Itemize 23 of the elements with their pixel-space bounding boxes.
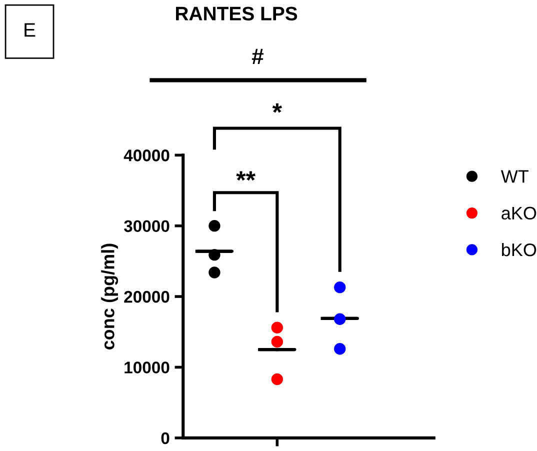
y-tick-label: 30000 xyxy=(124,220,170,232)
text: * xyxy=(272,103,282,113)
point xyxy=(271,373,284,386)
point xyxy=(334,281,346,294)
annotation: ** xyxy=(236,171,256,181)
legend-label: bKO xyxy=(502,242,536,256)
point xyxy=(271,322,284,334)
y-tick-label: 40000 xyxy=(124,150,170,162)
point xyxy=(208,248,220,261)
point xyxy=(334,343,346,355)
chart-title: RANTES LPS xyxy=(176,6,298,20)
point xyxy=(208,266,220,278)
legend-label: WT xyxy=(500,170,529,183)
point xyxy=(208,220,220,232)
point xyxy=(334,313,346,325)
y-tick-label: 10000 xyxy=(124,362,170,374)
y-tick-label: 0 xyxy=(161,432,170,444)
y-tick-label: 20000 xyxy=(124,290,170,303)
y-axis-title: conc (pg/ml) xyxy=(101,244,118,350)
legend-label: aKO xyxy=(502,206,536,220)
text: # xyxy=(252,48,264,64)
point xyxy=(271,336,284,348)
text: E xyxy=(24,23,36,37)
